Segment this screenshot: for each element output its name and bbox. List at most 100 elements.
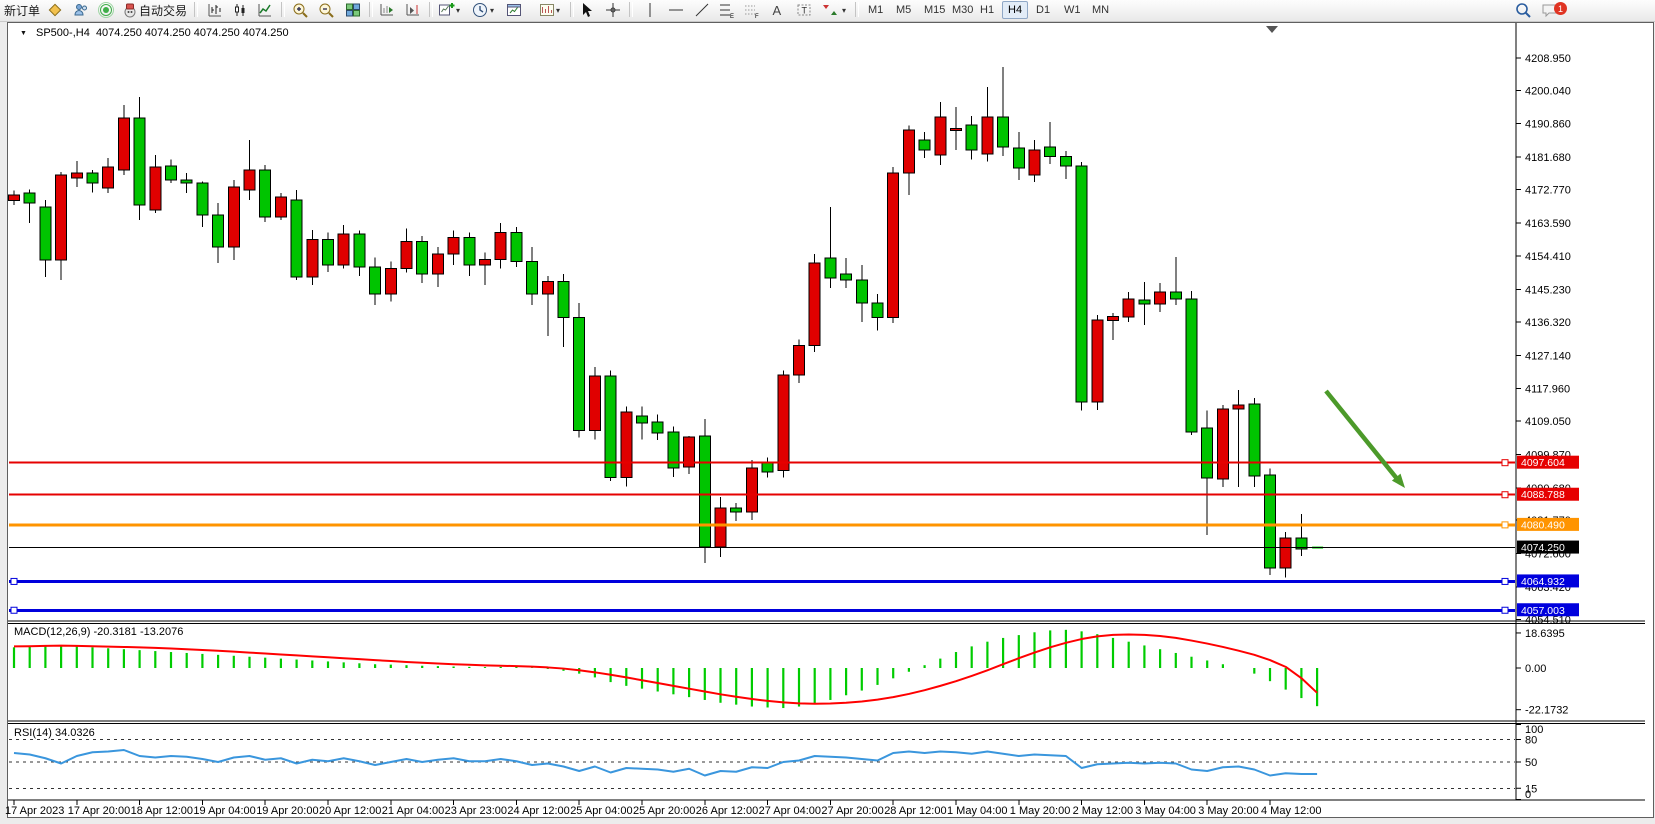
tile-windows-icon[interactable]	[344, 1, 362, 19]
dropdown-caret-icon[interactable]: ▾	[842, 6, 847, 15]
candle-body	[1028, 149, 1041, 176]
candle-body	[918, 139, 931, 151]
timeframe-button-M15[interactable]: M15	[924, 4, 946, 16]
hline-handle[interactable]	[1501, 491, 1509, 499]
hline-handle[interactable]	[1501, 577, 1509, 585]
candle-body	[698, 435, 711, 548]
chart-symbol-timeframe: SP500-,H4	[36, 27, 90, 39]
candle-body	[400, 240, 413, 270]
price-tick-label: 4208.950	[1525, 53, 1571, 65]
navigator-icon[interactable]	[72, 1, 90, 19]
macd-axis-label: -22.1732	[1525, 705, 1568, 717]
autotrade-icon[interactable]	[121, 1, 139, 19]
zoom-out-icon[interactable]	[317, 1, 335, 19]
timeframe-button-D1[interactable]: D1	[1036, 4, 1051, 16]
new-order-button[interactable]: 新订单	[4, 3, 41, 18]
chart-shift-marker-icon[interactable]	[1266, 26, 1278, 33]
trendline-icon[interactable]	[693, 1, 711, 19]
bar-chart-icon[interactable]	[206, 1, 224, 19]
price-tick-label: 4172.770	[1525, 184, 1571, 196]
trend-arrow-head[interactable]	[1391, 473, 1405, 488]
candle-body	[934, 116, 947, 156]
candle-body	[70, 172, 83, 179]
timeframe-button-M5[interactable]: M5	[896, 4, 912, 16]
dropdown-caret-icon[interactable]: ▾	[556, 6, 561, 15]
date-tick-label: 3 May 04:00	[1135, 805, 1196, 817]
market-watch-icon[interactable]	[46, 1, 64, 19]
template-icon[interactable]	[538, 1, 556, 19]
hline-handle[interactable]	[1501, 606, 1509, 614]
price-tick-label: 4136.320	[1525, 317, 1571, 329]
timeframe-button-H1[interactable]: H1	[980, 4, 995, 16]
hline-price-badge-label: 4057.003	[1521, 605, 1565, 617]
collapse-triangle-icon[interactable]: ▼	[20, 30, 27, 37]
candle-body	[1201, 427, 1214, 479]
date-tick-label: 28 Apr 12:00	[884, 805, 946, 817]
candle-body	[981, 116, 994, 155]
arrows-icon[interactable]	[821, 1, 839, 19]
candle-chart-icon[interactable]	[231, 1, 249, 19]
vline-icon[interactable]	[641, 1, 659, 19]
hline-price-badge-label: 4064.932	[1521, 576, 1565, 588]
price-tick-label: 4190.860	[1525, 119, 1571, 131]
date-tick-label: 1 May 20:00	[1010, 805, 1071, 817]
fibo-icon[interactable]: E	[717, 1, 735, 19]
crosshair-icon[interactable]	[604, 1, 622, 19]
candle-body	[274, 196, 287, 218]
chart-ohlc-values: 4074.250 4074.250 4074.250 4074.250	[95, 27, 289, 39]
hline-handle[interactable]	[1501, 459, 1509, 467]
dropdown-caret-icon[interactable]: ▾	[456, 6, 461, 15]
label-t-icon[interactable]: T	[795, 1, 813, 19]
timeframe-button-M1[interactable]: M1	[868, 4, 884, 16]
candle-body	[227, 186, 240, 248]
cursor-icon[interactable]	[578, 1, 596, 19]
candle-body	[353, 233, 366, 268]
main-toolbar: 新订单 E F A T 自动交易 ▾ ▾ ▾ ▾ M1 M5 M15 M30 H1 H4 D1 W1 MN 1	[0, 0, 1655, 22]
signals-icon[interactable]	[97, 1, 115, 19]
timeframe-button-H4[interactable]: H4	[1002, 1, 1029, 19]
svg-text:A: A	[773, 3, 782, 18]
trend-arrow-annotation[interactable]	[1324, 389, 1400, 482]
dropdown-caret-icon[interactable]: ▾	[490, 6, 495, 15]
candle-body	[588, 375, 601, 431]
candle-body	[1107, 316, 1119, 322]
add-chart-icon[interactable]	[437, 1, 455, 19]
candle-body	[369, 266, 382, 295]
text-a-icon[interactable]: A	[768, 1, 786, 19]
candle-body	[431, 253, 444, 275]
hline-price-badge	[1517, 540, 1579, 554]
auto-scroll-icon[interactable]	[404, 1, 422, 19]
timeframe-button-M30[interactable]: M30	[952, 4, 974, 16]
grid-f-icon[interactable]: F	[742, 1, 760, 19]
price-tick-label: 4145.230	[1525, 285, 1571, 297]
hline-handle[interactable]	[10, 577, 18, 585]
zoom-in-icon[interactable]	[291, 1, 309, 19]
candle-body	[604, 375, 617, 479]
candle-body	[117, 117, 130, 171]
autotrade-label: 自动交易	[139, 3, 188, 18]
date-tick-label: 25 Apr 20:00	[633, 805, 695, 817]
timeframe-button-MN[interactable]: MN	[1092, 4, 1110, 16]
candle-body	[322, 239, 334, 266]
candle-body	[463, 237, 476, 266]
candle-body	[745, 467, 758, 513]
candle-body	[1279, 537, 1292, 569]
chart-shift-icon[interactable]	[378, 1, 396, 19]
hline-handle[interactable]	[1501, 521, 1509, 529]
date-tick-label: 20 Apr 12:00	[319, 805, 381, 817]
line-chart-icon[interactable]	[256, 1, 274, 19]
rsi-axis-label: 100	[1525, 724, 1543, 736]
date-tick-label: 21 Apr 04:00	[382, 805, 444, 817]
candle-body	[557, 280, 570, 319]
candle-body	[651, 421, 664, 434]
clock-icon[interactable]	[471, 1, 489, 19]
hline-handle[interactable]	[10, 606, 18, 614]
chart-window-icon[interactable]	[505, 1, 523, 19]
toolbar-separator	[194, 2, 198, 17]
hline-icon[interactable]	[667, 1, 685, 19]
svg-text:T: T	[802, 6, 808, 16]
date-tick-label: 23 Apr 23:00	[445, 805, 507, 817]
candle-body	[102, 166, 115, 189]
timeframe-button-W1[interactable]: W1	[1064, 4, 1081, 16]
search-icon[interactable]	[1514, 1, 1532, 19]
